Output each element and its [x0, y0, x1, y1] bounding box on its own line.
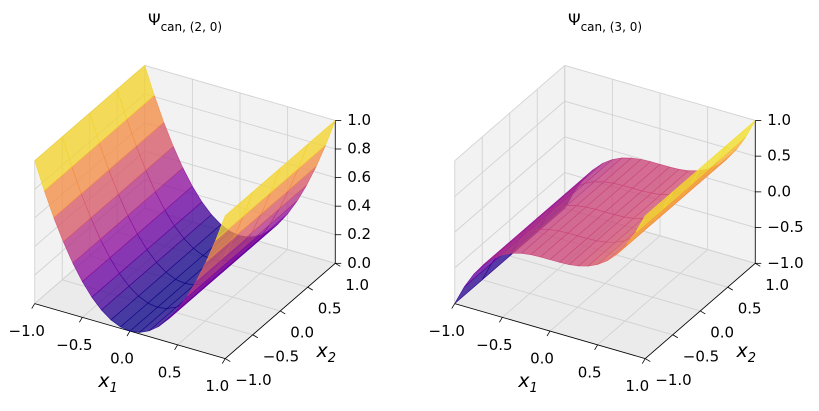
chart-title: Ψcan, (3, 0)	[568, 10, 642, 34]
tick-mark	[335, 262, 341, 267]
grid-line	[454, 172, 566, 269]
tick-mark	[700, 310, 706, 315]
tick-mark	[645, 358, 651, 362]
surface-cell	[215, 191, 254, 241]
tick-mark	[225, 358, 231, 362]
tick-mark	[307, 286, 313, 291]
x-tick-label: −0.5	[56, 336, 92, 354]
y-tick-label: 0.0	[290, 323, 314, 341]
z-tick-label: 1.0	[767, 111, 791, 129]
y-tick-label: −1.0	[235, 371, 271, 389]
y-tick-label: −1.0	[655, 371, 691, 389]
surface-cell	[635, 191, 674, 233]
x-tick-label: 1.0	[205, 377, 229, 395]
z-tick-label: 0.0	[767, 182, 791, 200]
x-tick-label: −1.0	[9, 322, 45, 340]
y-axis-label-sub: 2	[328, 351, 336, 366]
y-tick-label: 0.0	[710, 323, 734, 341]
grid-line	[454, 100, 566, 197]
z-tick-label: −0.5	[767, 218, 803, 236]
tick-mark	[174, 344, 178, 351]
z-tick-label: 0.6	[347, 168, 371, 186]
z-tick-label: 0.4	[347, 197, 371, 215]
chart-title-sub: can, (3, 0)	[581, 20, 642, 34]
x-tick-label: −1.0	[429, 322, 465, 340]
grid-line	[144, 93, 336, 150]
tick-mark	[672, 334, 678, 339]
x-axis-label: x1	[517, 370, 538, 397]
y-tick-label: 0.5	[318, 300, 342, 318]
tick-mark	[126, 330, 131, 337]
tick-mark	[755, 262, 761, 267]
chart-title-sub: can, (2, 0)	[161, 20, 222, 34]
tick-mark	[280, 310, 286, 315]
grid-line	[144, 64, 336, 121]
z-tick-label: 1.0	[347, 111, 371, 129]
z-tick-label: 0.5	[767, 147, 791, 165]
y-tick-label: −0.5	[683, 347, 719, 365]
x-tick-label: −0.5	[476, 336, 512, 354]
chart-title: Ψcan, (2, 0)	[148, 10, 222, 34]
z-tick-label: 0.8	[347, 140, 371, 158]
y-axis-label-main: x	[735, 339, 748, 361]
chart-title-main: Ψ	[568, 10, 581, 29]
y-tick-label: 1.0	[765, 276, 789, 294]
z-tick-label: −1.0	[767, 254, 803, 272]
tick-mark	[727, 286, 733, 291]
y-axis-label-sub: 2	[748, 351, 756, 366]
x-axis-label-sub: 1	[529, 381, 537, 396]
x-tick-label: 0.0	[530, 350, 554, 368]
y-tick-label: 1.0	[345, 276, 369, 294]
x-axis-label: x1	[97, 370, 118, 397]
tick-mark	[221, 358, 226, 364]
chart-title-main: Ψ	[148, 10, 161, 29]
tick-mark	[546, 330, 551, 337]
y-axis-label: x2	[735, 339, 756, 366]
y-tick-label: 0.5	[738, 300, 762, 318]
tick-mark	[79, 317, 83, 323]
x-axis-label-main: x	[97, 370, 110, 392]
y-axis-label: x2	[315, 339, 336, 366]
grid-line	[564, 100, 756, 157]
tick-mark	[31, 303, 36, 309]
x-axis-label-sub: 1	[109, 381, 117, 396]
x-tick-label: 0.5	[578, 363, 602, 381]
grid-line	[564, 64, 756, 121]
z-tick-label: 0.0	[347, 254, 371, 272]
x-axis-label-main: x	[517, 370, 530, 392]
surface-cell	[34, 136, 73, 192]
y-tick-label: −0.5	[263, 347, 299, 365]
y-axis-label-main: x	[315, 339, 328, 361]
grid-line	[509, 255, 701, 312]
tick-mark	[641, 358, 646, 364]
tick-mark	[252, 334, 258, 339]
x-tick-label: 1.0	[625, 377, 649, 395]
grid-line	[454, 136, 566, 233]
x-tick-label: 0.0	[110, 350, 134, 368]
tick-mark	[499, 317, 503, 323]
tick-mark	[451, 303, 456, 309]
tick-mark	[594, 344, 598, 351]
grid-line	[482, 279, 673, 336]
grid-line	[454, 65, 566, 162]
x-tick-label: 0.5	[158, 363, 182, 381]
z-tick-label: 0.2	[347, 225, 371, 243]
